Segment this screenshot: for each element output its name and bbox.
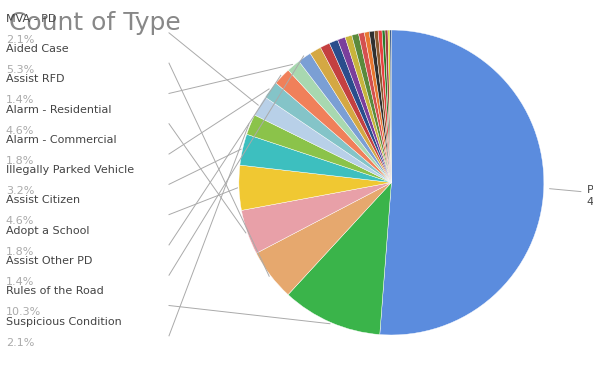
Wedge shape bbox=[369, 31, 391, 182]
Text: Rules of the Road: Rules of the Road bbox=[6, 287, 104, 296]
Text: Alarm - Commercial: Alarm - Commercial bbox=[6, 135, 117, 145]
Text: Aided Case: Aided Case bbox=[6, 44, 69, 54]
Wedge shape bbox=[352, 34, 391, 182]
Wedge shape bbox=[239, 165, 391, 210]
Wedge shape bbox=[382, 30, 391, 182]
Text: 4.6%: 4.6% bbox=[6, 216, 34, 226]
Wedge shape bbox=[378, 30, 391, 182]
Text: 2.1%: 2.1% bbox=[6, 35, 34, 45]
Wedge shape bbox=[364, 32, 391, 182]
Text: Property Check
49.6%: Property Check 49.6% bbox=[550, 185, 593, 207]
Wedge shape bbox=[337, 37, 391, 182]
Wedge shape bbox=[247, 115, 391, 182]
Text: 2.1%: 2.1% bbox=[6, 338, 34, 347]
Wedge shape bbox=[345, 35, 391, 182]
Wedge shape bbox=[320, 43, 391, 182]
Wedge shape bbox=[276, 70, 391, 182]
Text: Assist Citizen: Assist Citizen bbox=[6, 196, 80, 205]
Text: Adopt a School: Adopt a School bbox=[6, 226, 90, 236]
Wedge shape bbox=[299, 53, 391, 182]
Wedge shape bbox=[359, 32, 391, 182]
Text: 1.8%: 1.8% bbox=[6, 247, 34, 257]
Text: 3.2%: 3.2% bbox=[6, 186, 34, 196]
Wedge shape bbox=[288, 61, 391, 182]
Wedge shape bbox=[254, 97, 391, 182]
Wedge shape bbox=[388, 30, 391, 182]
Wedge shape bbox=[374, 31, 391, 182]
Text: 1.4%: 1.4% bbox=[6, 277, 34, 287]
Text: Illegally Parked Vehicle: Illegally Parked Vehicle bbox=[6, 165, 134, 175]
Text: Count of Type: Count of Type bbox=[9, 11, 181, 35]
Wedge shape bbox=[330, 40, 391, 182]
Wedge shape bbox=[310, 47, 391, 182]
Text: 1.4%: 1.4% bbox=[6, 95, 34, 105]
Wedge shape bbox=[265, 83, 391, 182]
Text: Assist Other PD: Assist Other PD bbox=[6, 256, 93, 266]
Wedge shape bbox=[288, 182, 391, 335]
Wedge shape bbox=[390, 30, 391, 182]
Text: 5.3%: 5.3% bbox=[6, 65, 34, 75]
Text: Assist RFD: Assist RFD bbox=[6, 74, 65, 84]
Text: 1.8%: 1.8% bbox=[6, 156, 34, 166]
Text: Suspicious Condition: Suspicious Condition bbox=[6, 317, 122, 327]
Text: 4.6%: 4.6% bbox=[6, 126, 34, 135]
Wedge shape bbox=[385, 30, 391, 182]
Text: MVA - PD: MVA - PD bbox=[6, 14, 56, 24]
Wedge shape bbox=[240, 134, 391, 182]
Wedge shape bbox=[380, 30, 544, 335]
Text: 10.3%: 10.3% bbox=[6, 307, 41, 317]
Wedge shape bbox=[256, 182, 391, 295]
Text: Alarm - Residential: Alarm - Residential bbox=[6, 105, 111, 115]
Wedge shape bbox=[241, 182, 391, 253]
